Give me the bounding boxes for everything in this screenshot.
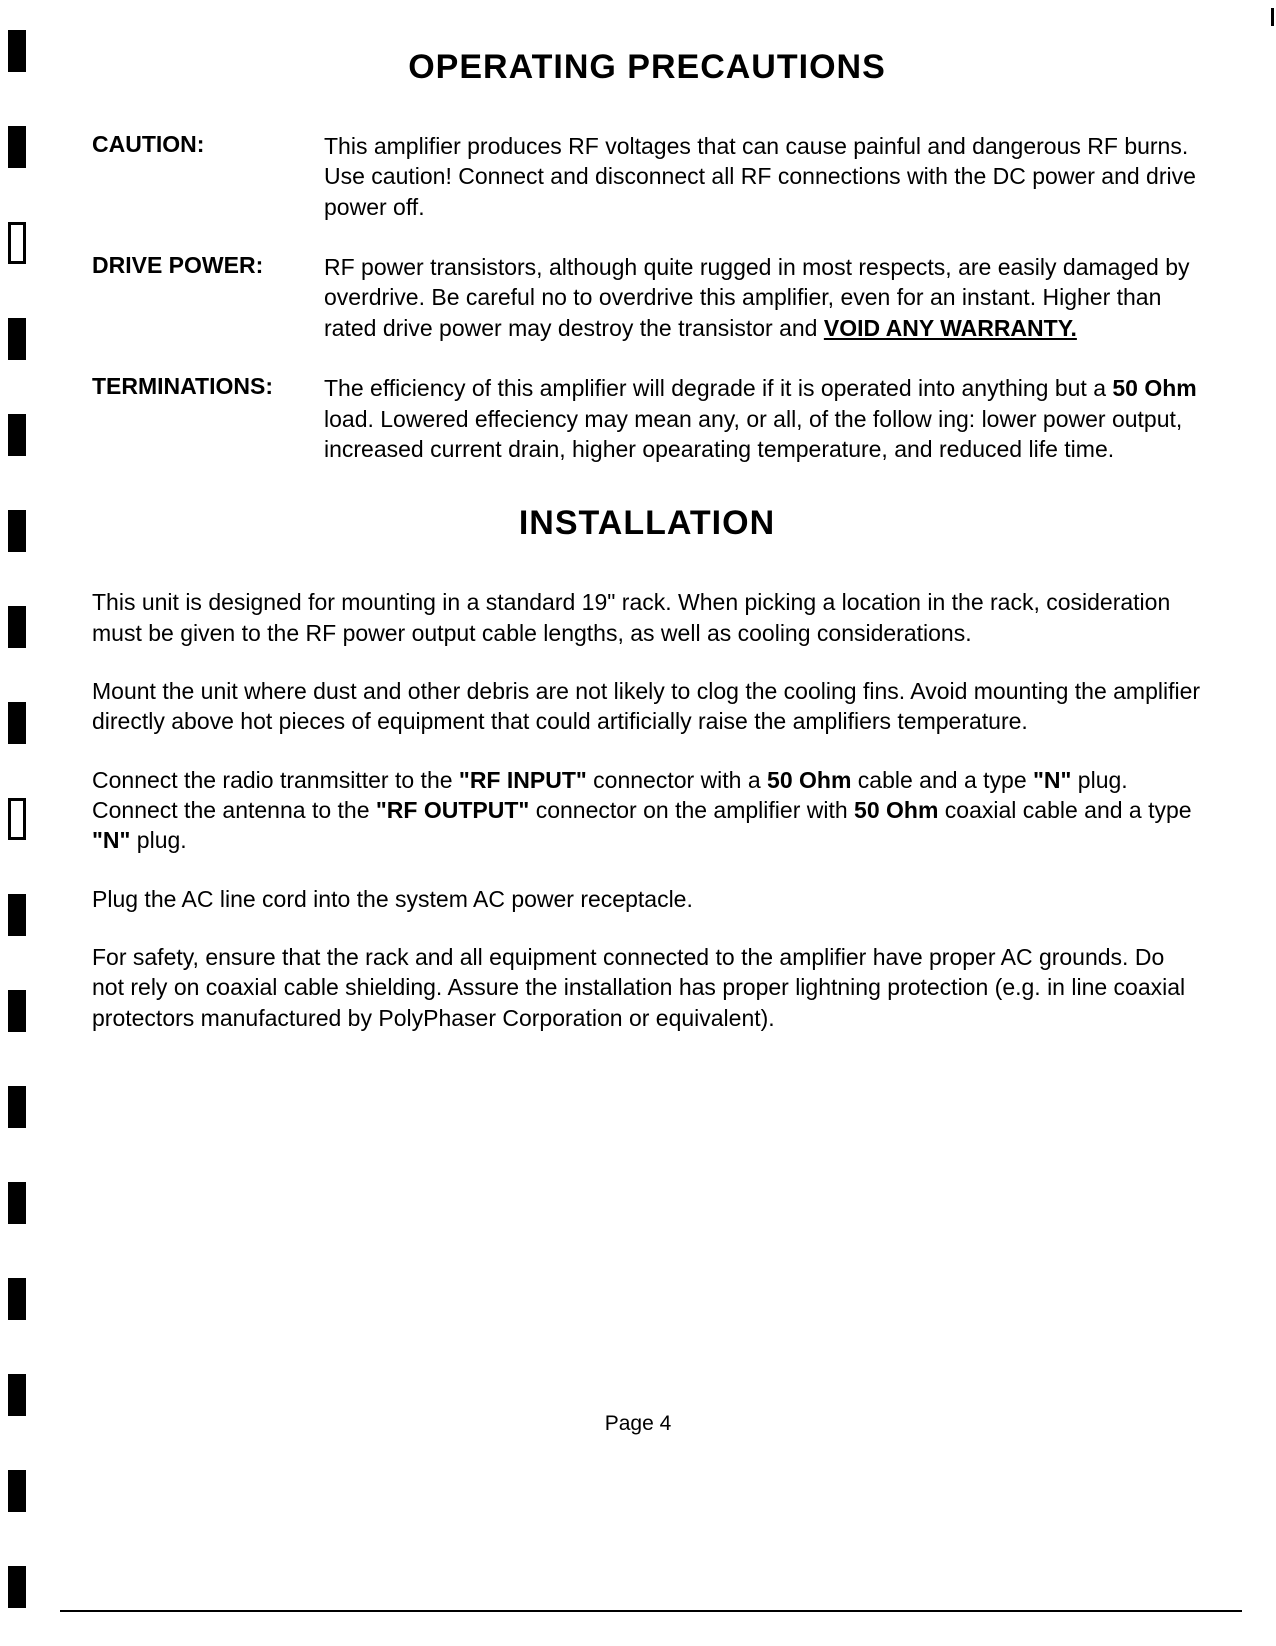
installation-paragraph-4: Plug the AC line cord into the system AC… [92,884,1202,914]
caution-row: CAUTION: This amplifier produces RF volt… [92,131,1202,222]
document-page: OPERATING PRECAUTIONS CAUTION: This ampl… [0,0,1276,1646]
binding-mark [8,126,26,168]
binding-mark [8,702,26,744]
binding-mark [8,990,26,1032]
binding-mark [8,1374,26,1416]
drive-power-label: DRIVE POWER: [92,252,324,343]
terminations-body-post: load. Lowered effeciency may mean any, o… [324,406,1182,462]
terminations-body-pre: The efficiency of this amplifier will de… [324,375,1112,401]
fifty-ohm-text: 50 Ohm [854,797,938,823]
page-content: OPERATING PRECAUTIONS CAUTION: This ampl… [92,48,1202,1061]
binding-mark [8,414,26,456]
p3-text-i: connector on the amplifier with [529,797,854,823]
fifty-ohm-text: 50 Ohm [1112,375,1196,401]
p3-text-k: coaxial cable and a type [938,797,1191,823]
operating-precautions-heading: OPERATING PRECAUTIONS [92,48,1202,87]
binding-mark [8,1470,26,1512]
installation-paragraph-5: For safety, ensure that the rack and all… [92,942,1202,1033]
p3-text-a: Connect the radio tranmsitter to the [92,767,459,793]
p3-text-c: connector with a [587,767,767,793]
rf-input-text: "RF INPUT" [459,767,587,793]
terminations-row: TERMINATIONS: The efficiency of this amp… [92,373,1202,464]
binding-mark [8,510,26,552]
installation-paragraph-2: Mount the unit where dust and other debr… [92,676,1202,737]
binding-mark-hollow [8,222,26,264]
installation-paragraph-1: This unit is designed for mounting in a … [92,587,1202,648]
rf-output-text: "RF OUTPUT" [376,797,529,823]
n-plug-text: "N" [1033,767,1071,793]
binding-mark [8,1566,26,1608]
p3-text-e: cable and a type [851,767,1033,793]
terminations-label: TERMINATIONS: [92,373,324,464]
fifty-ohm-text: 50 Ohm [767,767,851,793]
binding-mark [8,1182,26,1224]
binding-marks-column [8,30,26,1608]
scan-artifact-tick [1271,8,1274,26]
drive-power-body: RF power transistors, although quite rug… [324,252,1202,343]
installation-heading: INSTALLATION [92,504,1202,543]
p3-text-m: plug. [130,827,186,853]
binding-mark [8,1278,26,1320]
void-warranty-emphasis: VOID ANY WARRANTY. [824,315,1077,341]
binding-mark [8,606,26,648]
terminations-body: The efficiency of this amplifier will de… [324,373,1202,464]
binding-mark [8,1086,26,1128]
caution-body: This amplifier produces RF voltages that… [324,131,1202,222]
caution-label: CAUTION: [92,131,324,222]
installation-paragraph-3: Connect the radio tranmsitter to the "RF… [92,765,1202,856]
bottom-divider-line [60,1610,1242,1612]
binding-mark [8,894,26,936]
binding-mark [8,318,26,360]
binding-mark-hollow [8,798,26,840]
drive-power-row: DRIVE POWER: RF power transistors, altho… [92,252,1202,343]
binding-mark [8,30,26,72]
n-plug-text: "N" [92,827,130,853]
page-number: Page 4 [0,1412,1276,1436]
